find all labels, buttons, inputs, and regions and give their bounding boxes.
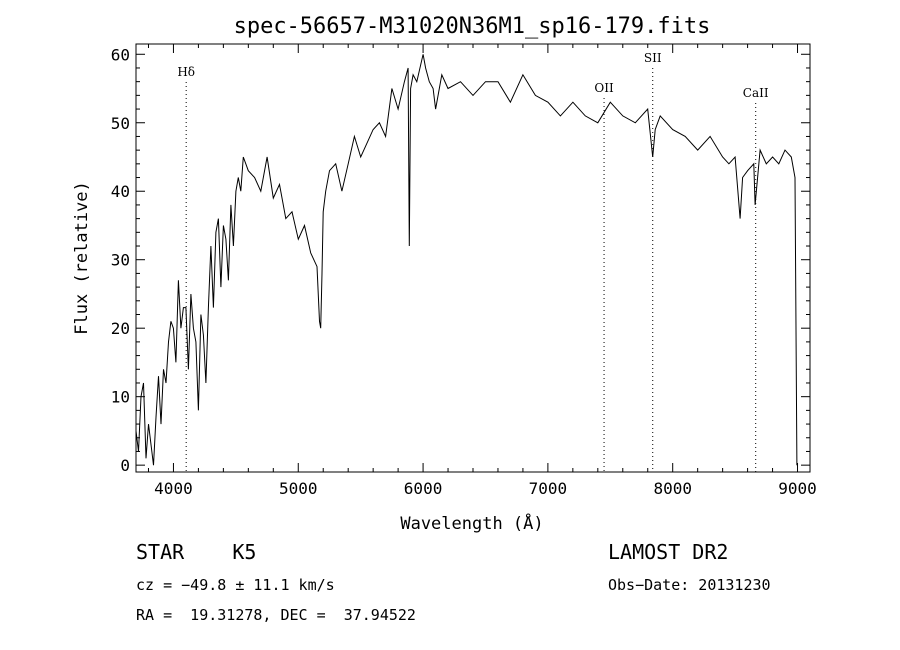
x-tick-label: 6000 — [404, 479, 443, 498]
y-tick-label: 0 — [120, 456, 130, 475]
velocity-label: cz = −49.8 ± 11.1 km/s — [136, 576, 335, 594]
y-axis-label: Flux (relative) — [72, 181, 92, 335]
y-tick-label: 30 — [111, 251, 130, 270]
x-tick-label: 8000 — [653, 479, 692, 498]
axis-ticks: 4000 5000 6000 7000 8000 9000 0 10 20 30 40 50 60 — [111, 44, 817, 498]
y-tick-label: 50 — [111, 114, 130, 133]
y-tick-label: 20 — [111, 319, 130, 338]
y-tick-label: 10 — [111, 388, 130, 407]
y-tick-label: 40 — [111, 182, 130, 201]
x-tick-label: 4000 — [154, 479, 193, 498]
line-marker-label: SII — [644, 51, 662, 65]
x-tick-label: 5000 — [279, 479, 318, 498]
y-tick-label: 60 — [111, 45, 130, 64]
x-tick-label: 9000 — [778, 479, 817, 498]
line-markers: Hδ OII SII CaII — [177, 51, 769, 472]
spectrum-line — [135, 54, 798, 466]
coordinates-label: RA = 19.31278, DEC = 37.94522 — [136, 606, 416, 624]
obs-date-label: Obs−Date: 20131230 — [608, 576, 771, 594]
plot-frame — [135, 43, 811, 473]
line-marker-label: Hδ — [177, 65, 195, 79]
x-axis-label: Wavelength (Å) — [400, 512, 543, 534]
classification-label: STAR K5 — [136, 540, 256, 564]
chart-title: spec-56657-M31020N36M1_sp16-179.fits — [234, 14, 711, 39]
x-tick-label: 7000 — [529, 479, 568, 498]
line-marker-label: CaII — [743, 86, 769, 100]
line-marker-label: OII — [594, 81, 614, 95]
survey-label: LAMOST DR2 — [608, 540, 728, 564]
